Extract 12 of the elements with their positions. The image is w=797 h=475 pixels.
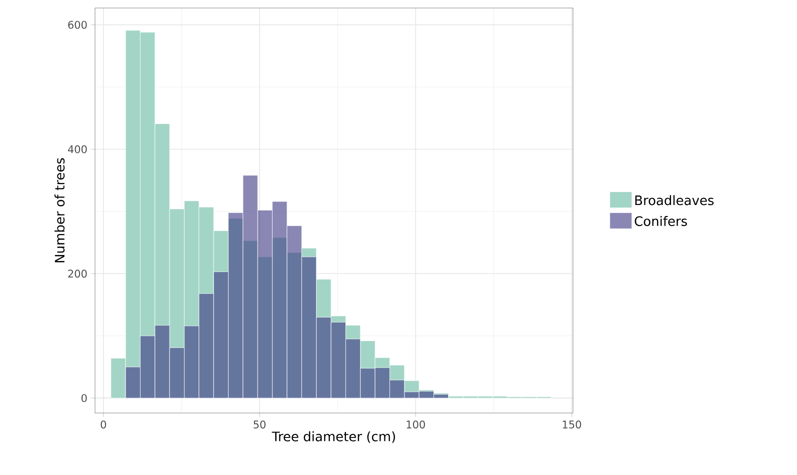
x-tick-label: 150 (562, 420, 582, 428)
y-axis-title: Number of trees (54, 158, 65, 262)
y-tick-label: 600 (68, 20, 87, 29)
y-tick-label: 0 (81, 394, 87, 402)
y-tick-label: 400 (68, 145, 87, 154)
x-axis-title: Tree diameter (cm) (272, 431, 395, 443)
legend-label: Broadleaves (635, 195, 714, 206)
y-tick-label: 200 (68, 270, 87, 278)
x-tick-label: 100 (406, 420, 425, 428)
x-tick-label: 50 (254, 420, 266, 428)
legend-label: Conifers (634, 216, 687, 226)
x-tick-label: 0 (100, 420, 106, 428)
